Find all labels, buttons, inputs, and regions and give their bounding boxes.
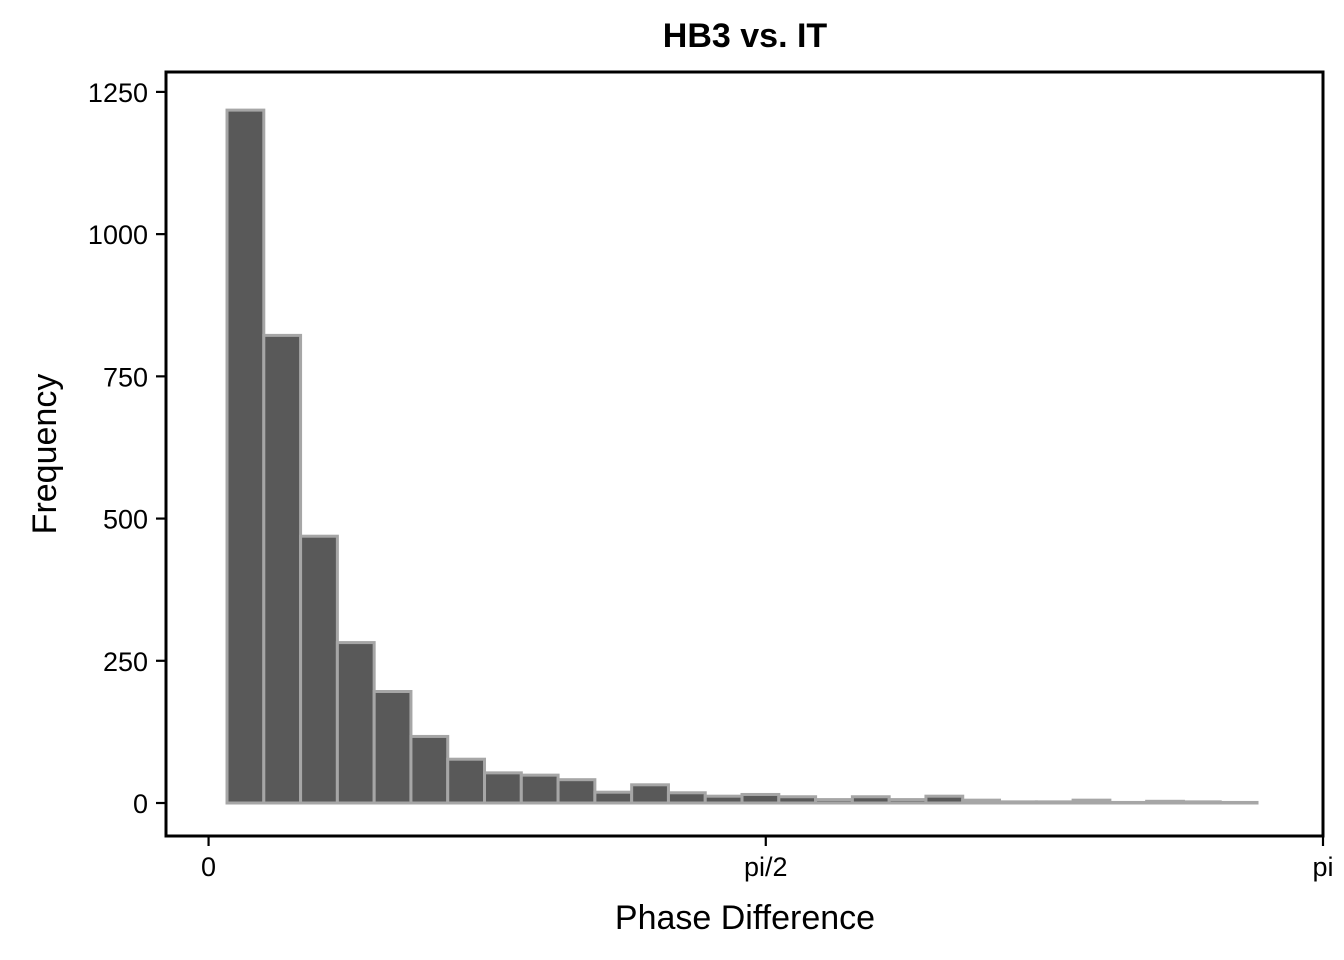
y-tick-label: 1250 [88, 78, 148, 108]
histogram-bar [446, 757, 487, 805]
histogram-bar [409, 734, 450, 805]
histogram-bar [519, 773, 560, 805]
x-axis-label: Phase Difference [615, 899, 875, 937]
y-tick-label: 750 [103, 362, 148, 392]
histogram-bar [1218, 800, 1259, 805]
histogram-bar [814, 798, 854, 805]
chart-title: HB3 vs. IT [663, 17, 828, 55]
histogram-bar [262, 333, 303, 805]
y-tick-label: 250 [103, 647, 148, 677]
x-tick-label: 0 [201, 852, 216, 882]
histogram-bar [593, 790, 634, 805]
histogram-bar [630, 783, 670, 805]
histogram-bar [998, 800, 1038, 805]
histogram-bar [887, 798, 928, 805]
y-axis-label: Frequency [26, 374, 64, 535]
histogram-bar [225, 108, 266, 805]
y-tick-label: 500 [103, 505, 148, 535]
histogram-bar [1181, 800, 1222, 805]
histogram-bar [483, 771, 523, 805]
histogram-bar [1034, 800, 1075, 805]
x-tick-label: pi [1312, 852, 1333, 882]
y-tick-label: 0 [133, 789, 148, 819]
histogram-bar [924, 794, 965, 805]
histogram-bar [335, 641, 376, 805]
histogram-bar [299, 534, 339, 805]
bars-group [225, 108, 1259, 805]
histogram-bar [556, 778, 597, 805]
histogram-bar [1145, 799, 1185, 805]
histogram-bar [1108, 800, 1149, 805]
histogram-bar [1071, 798, 1112, 805]
histogram-bar [372, 690, 413, 805]
histogram-bar [961, 798, 1002, 805]
histogram-bar [703, 794, 744, 805]
histogram-bar [850, 795, 891, 805]
y-axis: 0 250 500 750 1000 1250 [88, 78, 166, 819]
x-axis: 0 pi/2 pi [201, 836, 1334, 882]
x-tick-label: pi/2 [744, 852, 788, 882]
histogram-bar [740, 792, 781, 805]
histogram-bar [777, 795, 818, 805]
histogram-bar [666, 791, 707, 805]
plot-frame [164, 70, 1325, 838]
y-tick-label: 1000 [88, 220, 148, 250]
